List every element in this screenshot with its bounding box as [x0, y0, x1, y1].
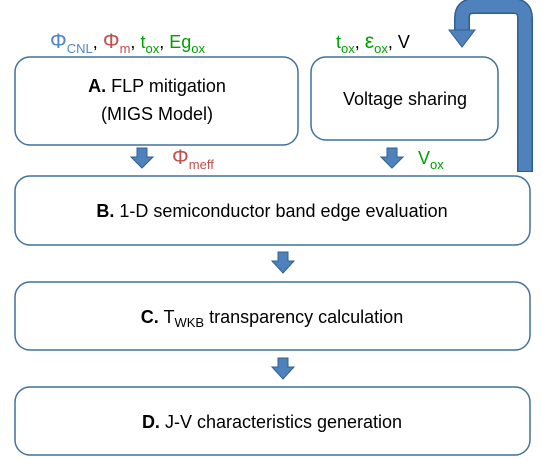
box-a-line2: (MIGS Model) — [101, 104, 213, 124]
symbol: Eg — [169, 32, 191, 52]
label: 1-D semiconductor band edge evaluation — [119, 201, 447, 221]
box-vs-label: Voltage sharing — [343, 89, 467, 109]
label: FLP mitigation — [111, 76, 226, 96]
inputs-a: ΦCNL, Φm, tox, Egox — [50, 30, 205, 56]
feedback-arrow — [455, 0, 532, 171]
arrow — [270, 251, 296, 274]
subscript: ox — [430, 157, 444, 172]
box-c — [14, 281, 531, 351]
label: transparency calculation — [209, 307, 403, 327]
output-a: Φmeff — [172, 146, 214, 172]
subscript: WKB — [174, 315, 204, 330]
symbol: V — [398, 32, 410, 52]
symbol: T — [163, 307, 174, 327]
arrow — [129, 147, 155, 169]
box-b — [14, 175, 531, 246]
label: J-V characteristics generation — [165, 412, 402, 432]
box-c-label: C. TWKB transparency calculation — [141, 307, 403, 330]
separator: , — [130, 32, 135, 52]
symbol: ε — [365, 30, 374, 53]
symbol: Φ — [50, 30, 67, 53]
subscript: ox — [145, 41, 159, 56]
box-d-label: D. J-V characteristics generation — [142, 412, 402, 432]
symbol: V — [418, 148, 430, 168]
separator: , — [388, 32, 393, 52]
output-vs: Vox — [418, 148, 444, 172]
box-a-line1: A. FLP mitigation — [88, 76, 226, 96]
letter: D. — [142, 412, 160, 432]
inputs-vs: tox, εox, V — [336, 30, 410, 56]
box-d — [14, 386, 531, 456]
subscript: ox — [191, 41, 205, 56]
box-a — [14, 56, 299, 146]
subscript: ox — [374, 41, 388, 56]
letter: B. — [96, 201, 114, 221]
letter: C. — [141, 307, 159, 327]
symbol: Φ — [103, 30, 120, 53]
arrow — [379, 147, 405, 169]
subscript: meff — [189, 157, 214, 172]
box-vs — [310, 56, 499, 141]
separator: , — [355, 32, 360, 52]
separator: , — [159, 32, 164, 52]
box-b-label: B. 1-D semiconductor band edge evaluatio… — [96, 201, 447, 221]
symbol: Φ — [172, 146, 189, 169]
arrow — [270, 357, 296, 380]
subscript: ox — [341, 41, 355, 56]
symbol: t — [336, 32, 341, 52]
subscript: m — [120, 41, 131, 56]
feedback-arrow-head — [447, 29, 477, 48]
subscript: CNL — [67, 41, 93, 56]
letter: A. — [88, 76, 106, 96]
separator: , — [93, 32, 98, 52]
symbol: t — [140, 32, 145, 52]
